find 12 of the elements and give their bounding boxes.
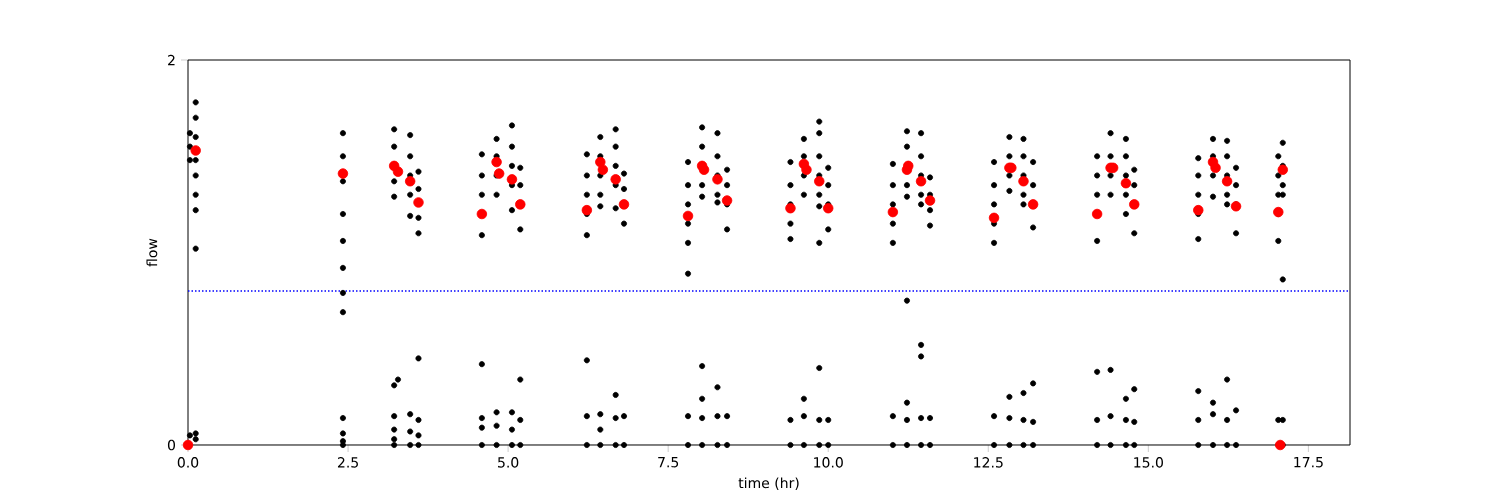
y-tick-label: 2 bbox=[168, 54, 175, 66]
x-tick-label: 12.5 bbox=[974, 457, 1003, 468]
x-tick-label: 2.5 bbox=[337, 457, 358, 468]
x-tick-label: 0.0 bbox=[177, 457, 199, 468]
x-tick-label: 5.0 bbox=[498, 457, 519, 468]
x-tick-label: 15.0 bbox=[1134, 457, 1163, 468]
x-tick-label: 7.5 bbox=[658, 457, 679, 468]
x-tick-label: 10.0 bbox=[814, 457, 843, 468]
x-axis-title: time (hr) bbox=[738, 477, 799, 490]
y-tick-label: 0 bbox=[167, 439, 175, 451]
y-axis-title: flow bbox=[146, 238, 158, 267]
x-tick-label: 17.5 bbox=[1294, 457, 1323, 468]
